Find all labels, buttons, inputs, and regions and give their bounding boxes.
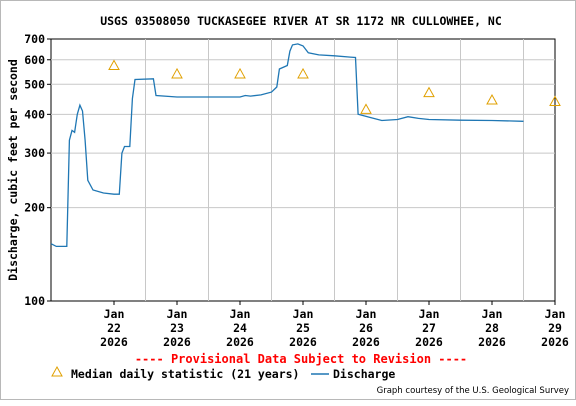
x-tick-label-year: 2026 bbox=[289, 335, 317, 349]
legend-median-triangle-icon bbox=[51, 365, 63, 377]
x-tick-label-day: 22 bbox=[107, 321, 121, 335]
x-axis-ticks: Jan222026Jan232026Jan242026Jan252026Jan2… bbox=[100, 301, 569, 349]
series-layer bbox=[50, 43, 561, 248]
median-point bbox=[486, 93, 498, 105]
grid-lines bbox=[51, 39, 555, 301]
x-tick-label-year: 2026 bbox=[100, 335, 128, 349]
x-tick-label-day: 24 bbox=[233, 321, 247, 335]
y-tick-label: 100 bbox=[24, 294, 45, 308]
x-tick-label-month: Jan bbox=[167, 307, 188, 321]
legend-discharge-label: Discharge bbox=[333, 367, 395, 381]
provisional-notice: ---- Provisional Data Subject to Revisio… bbox=[135, 352, 467, 366]
x-tick-label-day: 26 bbox=[359, 321, 373, 335]
y-axis-label: Discharge, cubic feet per second bbox=[6, 59, 20, 281]
median-point bbox=[549, 95, 561, 107]
legend-median-label: Median daily statistic (21 years) bbox=[71, 367, 299, 381]
y-tick-label: 400 bbox=[24, 107, 45, 121]
x-tick-label-day: 23 bbox=[170, 321, 184, 335]
chart-title: USGS 03508050 TUCKASEGEE RIVER AT SR 117… bbox=[100, 14, 502, 28]
y-tick-label: 300 bbox=[24, 146, 45, 160]
x-tick-label-year: 2026 bbox=[352, 335, 380, 349]
median-point bbox=[234, 67, 246, 79]
x-tick-label-day: 29 bbox=[548, 321, 562, 335]
x-tick-label-month: Jan bbox=[230, 307, 251, 321]
x-tick-label-day: 27 bbox=[422, 321, 436, 335]
x-tick-label-month: Jan bbox=[356, 307, 377, 321]
median-point bbox=[108, 59, 120, 70]
median-point bbox=[297, 67, 309, 79]
y-tick-label: 600 bbox=[24, 53, 45, 67]
median-point bbox=[423, 86, 435, 98]
x-tick-label-day: 28 bbox=[485, 321, 499, 335]
x-tick-label-month: Jan bbox=[293, 307, 314, 321]
x-tick-label-year: 2026 bbox=[415, 335, 443, 349]
y-tick-label: 700 bbox=[24, 32, 45, 46]
x-tick-label-year: 2026 bbox=[478, 335, 506, 349]
x-tick-label-year: 2026 bbox=[163, 335, 191, 349]
y-axis-ticks: 100 200 300 400 500 600 700 bbox=[24, 32, 51, 308]
x-tick-label-month: Jan bbox=[104, 307, 125, 321]
x-tick-label-day: 25 bbox=[296, 321, 310, 335]
discharge-line bbox=[50, 43, 524, 248]
x-tick-label-month: Jan bbox=[482, 307, 503, 321]
median-point bbox=[360, 103, 372, 114]
x-tick-label-year: 2026 bbox=[541, 335, 569, 349]
median-point bbox=[171, 67, 183, 79]
credit-text: Graph courtesy of the U.S. Geological Su… bbox=[377, 386, 569, 396]
y-tick-label: 500 bbox=[24, 77, 45, 91]
y-tick-label: 200 bbox=[24, 201, 45, 215]
x-tick-label-year: 2026 bbox=[226, 335, 254, 349]
x-tick-label-month: Jan bbox=[419, 307, 440, 321]
x-tick-label-month: Jan bbox=[545, 307, 566, 321]
